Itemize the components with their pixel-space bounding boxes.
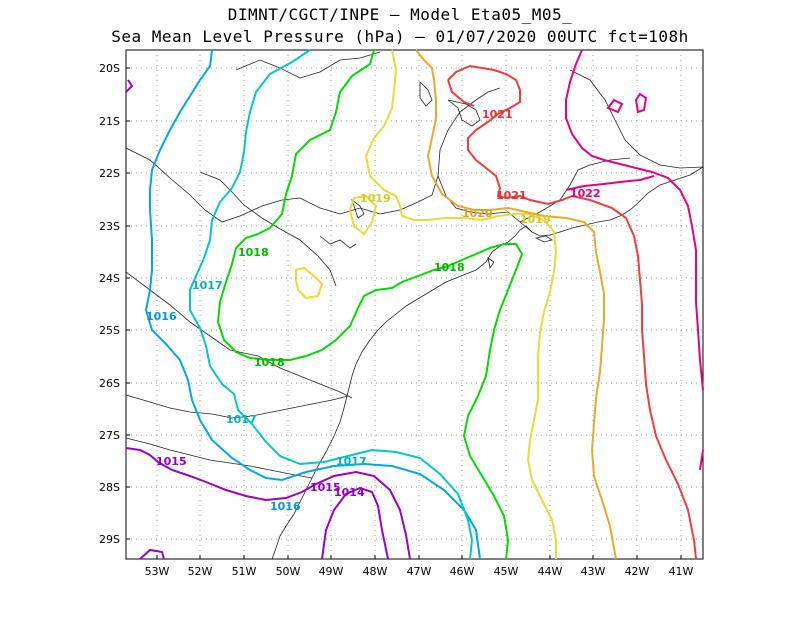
isobar-1014 [321, 486, 389, 560]
lat-label: 28S [99, 481, 120, 494]
lat-label: 29S [99, 533, 120, 546]
contour-labels: 1021 1021 1022 1019 1020 1019 1018 1018 … [146, 108, 601, 513]
lat-label: 26S [99, 377, 120, 390]
state-border [199, 171, 337, 287]
state-border [125, 271, 353, 399]
isobar-1019 [348, 194, 378, 236]
isobar-1019 [295, 266, 324, 300]
lat-label: 25S [99, 324, 120, 337]
isobar-1022 [699, 449, 704, 471]
state-border [235, 51, 381, 79]
isobar-1015 [125, 79, 134, 93]
map-title-line-2: Sea Mean Level Pressure (hPa) – 01/07/20… [111, 27, 689, 46]
reservoir [419, 81, 433, 107]
lat-label: 22S [99, 167, 120, 180]
lon-label: 43W [581, 565, 606, 578]
isobar-1021 [571, 195, 697, 560]
lon-label: 41W [669, 565, 694, 578]
contour-label: 1019 [360, 192, 391, 205]
contour-label: 1022 [570, 187, 601, 200]
isobar-1021 [447, 79, 475, 107]
lat-label: 23S [99, 220, 120, 233]
isobar-1022 [606, 98, 624, 114]
lat-label: 27S [99, 429, 120, 442]
lat-label: 21S [99, 115, 120, 128]
contour-label: 1021 [496, 189, 527, 202]
lon-label: 53W [145, 565, 170, 578]
lon-label: 47W [407, 565, 432, 578]
contour-label: 1014 [334, 486, 365, 499]
contour-label: 1019 [520, 213, 551, 226]
reservoir [351, 198, 365, 219]
contour-label: 1015 [310, 481, 341, 494]
isobar-1018 [216, 49, 524, 560]
lon-label: 42W [625, 565, 650, 578]
island [534, 235, 553, 243]
contour-label: 1017 [336, 455, 367, 468]
isobar-1022 [565, 175, 655, 191]
coastline-and-borders [125, 51, 704, 560]
lon-label: 48W [363, 565, 388, 578]
isobar-1016 [144, 49, 481, 560]
latitude-labels: 20S 21S 22S 23S 24S 25S 26S 27S 28S 29S [99, 62, 120, 546]
lon-label: 49W [319, 565, 344, 578]
isobar-1017 [189, 49, 474, 560]
island [487, 257, 495, 270]
contour-label: 1016 [270, 500, 301, 513]
graticule [126, 50, 703, 559]
isobar-1015 [125, 447, 411, 560]
contour-label: 1016 [146, 310, 177, 323]
contour-label: 1018 [254, 356, 285, 369]
isobar-1022 [634, 92, 648, 114]
longitude-labels: 53W 52W 51W 50W 49W 48W 47W 46W 45W 44W … [145, 565, 694, 578]
contour-label: 1015 [156, 455, 187, 468]
isobar-1021 [447, 64, 573, 206]
lon-label: 51W [232, 565, 257, 578]
isobar-1015 [139, 548, 165, 560]
isobar-1022 [565, 49, 704, 391]
lat-label: 20S [99, 62, 120, 75]
isobar-1020 [415, 49, 617, 560]
isobars [125, 49, 704, 560]
reservoir [319, 235, 357, 249]
contour-label: 1021 [482, 108, 513, 121]
lon-label: 44W [538, 565, 563, 578]
map-title-line-1: DIMNT/CGCT/INPE – Model Eta05_M05_ [227, 5, 573, 24]
coastline [271, 166, 704, 560]
tick-marks [126, 67, 682, 559]
state-border [125, 437, 313, 479]
lon-label: 46W [450, 565, 475, 578]
lat-label: 24S [99, 272, 120, 285]
reservoir [447, 99, 481, 127]
map-frame [125, 49, 704, 560]
contour-label: 1018 [434, 261, 465, 274]
state-border [569, 69, 704, 169]
lon-label: 45W [494, 565, 519, 578]
contour-label: 1017 [226, 413, 257, 426]
contour-label: 1018 [238, 246, 269, 259]
lon-label: 52W [188, 565, 213, 578]
lon-label: 50W [276, 565, 301, 578]
contour-label: 1020 [462, 207, 493, 220]
contour-label: 1017 [192, 279, 223, 292]
isobar-1019 [364, 49, 558, 559]
state-border [125, 394, 349, 419]
